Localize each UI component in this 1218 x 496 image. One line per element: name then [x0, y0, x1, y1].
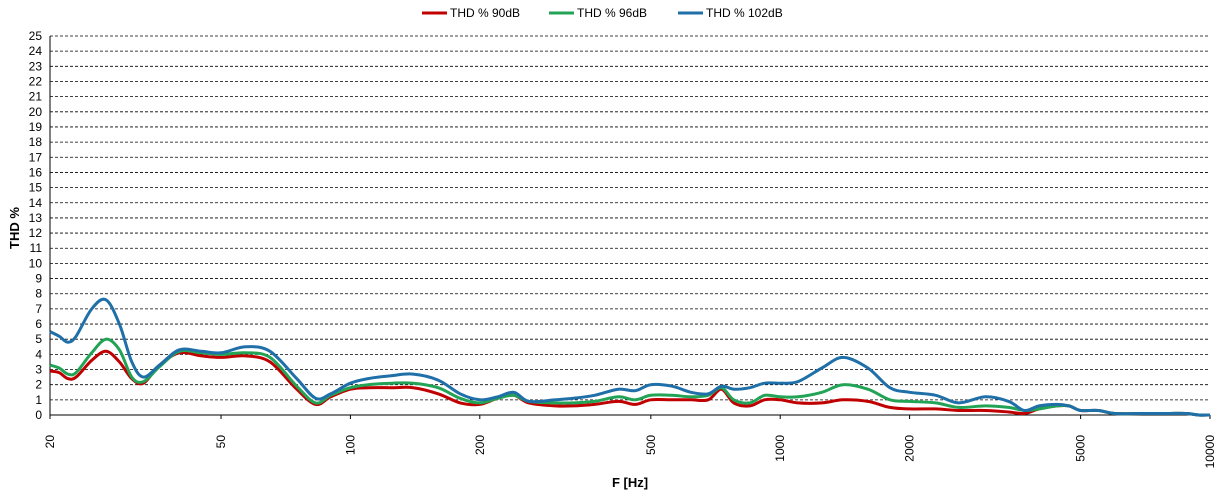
legend-label: THD % 96dB [577, 6, 647, 20]
y-tick-label: 0 [35, 408, 42, 422]
y-tick-label: 19 [29, 120, 43, 134]
x-tick-label: 50 [214, 435, 228, 449]
y-tick-label: 25 [29, 29, 43, 43]
x-tick-label: 20 [43, 435, 57, 449]
x-tick-label: 500 [644, 435, 658, 455]
y-tick-label: 24 [29, 44, 43, 58]
y-tick-label: 17 [29, 150, 43, 164]
x-tick-label: 200 [473, 435, 487, 455]
y-tick-label: 1 [35, 393, 42, 407]
y-tick-label: 14 [29, 196, 43, 210]
series-line-3 [49, 297, 1211, 417]
y-tick-label: 8 [35, 287, 42, 301]
x-tick-label: 10000 [1203, 435, 1217, 469]
gridlines [50, 35, 1210, 401]
y-tick-label: 20 [29, 105, 43, 119]
y-tick-label: 12 [29, 226, 43, 240]
y-tick-label: 15 [29, 181, 43, 195]
y-tick-label: 2 [35, 378, 42, 392]
x-tick-labels: 20 50 100 200 500 1000 2000 5000 10000 [43, 415, 1217, 468]
x-tick-label: 1000 [773, 435, 787, 462]
legend-label: THD % 90dB [450, 6, 520, 20]
y-tick-label: 7 [35, 302, 42, 316]
x-axis-title: F [Hz] [612, 475, 648, 490]
y-tick-label: 10 [29, 256, 43, 270]
y-axis-title: THD % [7, 207, 22, 249]
y-tick-label: 5 [35, 332, 42, 346]
y-tick-labels: 0123456789101112131415161718192021222324… [29, 29, 43, 422]
y-tick-label: 9 [35, 272, 42, 286]
legend: THD % 90dB THD % 96dB THD % 102dB [422, 6, 783, 20]
y-tick-label: 23 [29, 59, 43, 73]
y-tick-label: 16 [29, 165, 43, 179]
y-tick-label: 4 [35, 347, 42, 361]
series-lines [49, 297, 1211, 417]
x-tick-label: 100 [343, 435, 357, 455]
y-tick-label: 21 [29, 90, 43, 104]
y-tick-label: 22 [29, 74, 43, 88]
x-tick-label: 5000 [1074, 435, 1088, 462]
axes [49, 36, 1210, 416]
y-tick-label: 11 [30, 241, 43, 255]
y-tick-label: 13 [29, 211, 43, 225]
y-tick-label: 6 [35, 317, 42, 331]
legend-label: THD % 102dB [706, 6, 783, 20]
y-tick-label: 3 [35, 363, 42, 377]
y-tick-label: 18 [29, 135, 43, 149]
x-tick-label: 2000 [903, 435, 917, 462]
